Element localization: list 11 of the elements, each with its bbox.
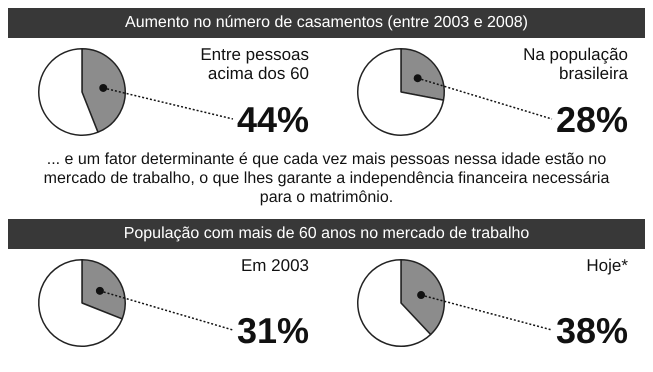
chart-subtitle: Na população brasileira [522,45,628,83]
chart-subtitle: Em 2003 [241,256,310,275]
data-label: 31% [237,310,310,351]
data-label: 28% [556,99,628,140]
chart-title: População com mais de 60 anos no mercado de trabalho [8,219,645,249]
data-label: 38% [556,310,628,351]
chart-title: Aumento no número de casamentos (entre 2003 e 2008) [8,8,645,38]
data-label: 44% [237,99,310,140]
text: ... e um fator determinante é que cada vez mais pessoas nessa idade estão no mercado de trabalho, o que lhes garante a independência financeira necessária para o matrimônio. [42,150,610,208]
chart-subtitle: Hoje* [586,256,628,275]
chart-subtitle: Entre pessoas acima dos 60 [200,45,310,83]
